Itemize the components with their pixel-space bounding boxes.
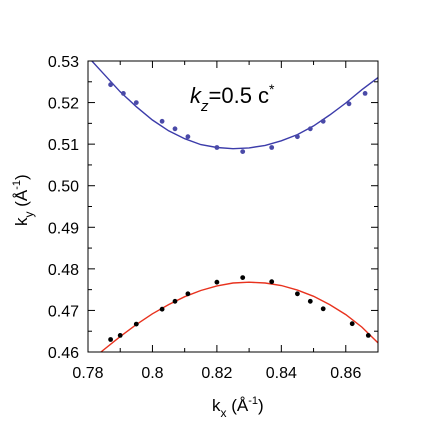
y-tick-label: 0.51 <box>48 137 79 154</box>
data-point <box>214 145 220 150</box>
axis-ticks <box>87 60 379 353</box>
fit-curve-3 <box>100 281 378 352</box>
x-tick-label: 0.84 <box>266 365 297 382</box>
y-tick-label: 0.47 <box>48 303 79 320</box>
annotation-base: k <box>190 83 202 108</box>
data-point <box>295 134 300 140</box>
data-point <box>185 291 191 297</box>
y-axis-label-unit-sup: -1 <box>11 180 23 190</box>
x-axis-label: kx (Å-1) <box>212 395 264 420</box>
x-tick-labels: 0.78 0.8 0.82 0.84 0.86 <box>72 365 361 382</box>
data-point <box>240 275 246 280</box>
y-axis-label-unit-close: ) <box>12 174 31 180</box>
data-point <box>133 100 139 105</box>
data-point <box>172 298 178 304</box>
fit-curve-1 <box>90 61 378 150</box>
x-tick-label: 0.8 <box>141 365 163 382</box>
data-point <box>214 279 220 285</box>
data-point <box>185 134 191 140</box>
annotation-kz: kz=0.5 c* <box>190 81 275 115</box>
data-point <box>269 279 275 285</box>
annotation-rest: =0.5 c <box>209 83 270 108</box>
annotation-sup: * <box>269 81 275 97</box>
data-point <box>108 337 113 342</box>
data-point <box>295 291 300 297</box>
y-tick-label: 0.50 <box>48 179 79 196</box>
data-point <box>133 321 139 327</box>
data-point <box>320 118 326 124</box>
data-point <box>365 333 371 338</box>
data-point <box>159 118 165 124</box>
x-tick-label: 0.86 <box>330 365 361 382</box>
y-axis-label: ky (Å-1) <box>11 174 36 226</box>
data-point <box>117 333 123 338</box>
annotation-sub: z <box>200 98 209 115</box>
x-axis-label-base: k <box>212 396 221 415</box>
y-tick-label: 0.49 <box>48 220 79 237</box>
data-point <box>307 298 313 304</box>
x-tick-label: 0.82 <box>201 365 232 382</box>
x-axis-label-unit: (Å <box>227 396 249 415</box>
data-point <box>307 126 313 132</box>
y-tick-label: 0.53 <box>48 54 79 71</box>
data-point <box>320 306 326 312</box>
fit-curves <box>90 61 378 352</box>
data-point <box>121 91 126 96</box>
data-point <box>172 126 178 132</box>
y-tick-label: 0.48 <box>48 262 79 279</box>
x-axis-label-unit-sup: -1 <box>248 395 258 407</box>
data-point <box>362 91 368 96</box>
data-point <box>269 145 275 150</box>
data-point <box>349 321 355 327</box>
data-points <box>108 82 371 342</box>
y-tick-labels: 0.46 0.47 0.48 0.49 0.50 0.51 0.52 0.53 <box>48 54 79 362</box>
data-point <box>240 149 246 155</box>
x-axis-label-unit-close: ) <box>258 396 264 415</box>
y-axis-label-unit: (Å <box>12 189 31 211</box>
y-tick-label: 0.46 <box>48 345 79 362</box>
y-axis-label-sub: y <box>22 212 36 218</box>
data-point <box>159 306 165 312</box>
y-axis-label-base: k <box>12 217 31 226</box>
data-point <box>108 82 113 88</box>
data-point <box>346 101 352 107</box>
x-tick-label: 0.78 <box>72 365 103 382</box>
x-axis-label-sub: x <box>221 406 227 420</box>
y-tick-label: 0.52 <box>48 96 79 113</box>
